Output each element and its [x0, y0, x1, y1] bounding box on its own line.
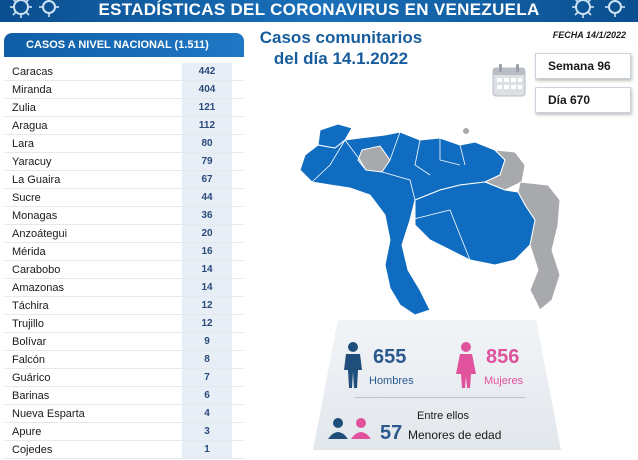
- divider: [355, 397, 525, 398]
- virus-icon: [10, 0, 32, 18]
- table-row: Amazonas 14: [4, 279, 244, 297]
- state-name: Aragua: [12, 119, 48, 132]
- case-count: 36: [182, 207, 232, 224]
- state-name: Bolívar: [12, 335, 47, 348]
- cases-table-header: CASOS A NIVEL NACIONAL (1.511): [4, 33, 244, 57]
- case-count: 404: [182, 81, 232, 98]
- case-count: 9: [182, 333, 232, 350]
- state-name: Falcón: [12, 353, 46, 366]
- state-name: Cojedes: [12, 443, 53, 456]
- table-row: Barinas 6: [4, 387, 244, 405]
- state-name: Anzoátegui: [12, 227, 68, 240]
- state-name: Yaracuy: [12, 155, 52, 168]
- week-box: Semana 96: [535, 53, 631, 79]
- case-count: 3: [182, 423, 232, 440]
- female-person-icon: [456, 342, 476, 388]
- state-name: Carabobo: [12, 263, 61, 276]
- cases-table: CASOS A NIVEL NACIONAL (1.511) Caracas 44…: [4, 33, 244, 459]
- case-count: 67: [182, 171, 232, 188]
- table-row: Guárico 7: [4, 369, 244, 387]
- case-count: 80: [182, 135, 232, 152]
- table-row: Caracas 442: [4, 63, 244, 81]
- table-row: Bolívar 9: [4, 333, 244, 351]
- case-count: 14: [182, 279, 232, 296]
- female-label: Mujeres: [484, 375, 524, 387]
- table-row: Yaracuy 79: [4, 153, 244, 171]
- state-name: Monagas: [12, 209, 58, 222]
- minors-label: Menores de edad: [408, 428, 502, 442]
- case-count: 14: [182, 261, 232, 278]
- case-count: 112: [182, 117, 232, 134]
- table-row: Nueva Esparta 4: [4, 405, 244, 423]
- virus-icon: [605, 0, 625, 17]
- case-count: 7: [182, 369, 232, 386]
- table-row: Apure 3: [4, 423, 244, 441]
- children-icon: [328, 418, 371, 439]
- page-title: ESTADÍSTICAS DEL CORONAVIRUS EN VENEZUEL…: [98, 0, 540, 19]
- state-name: Nueva Esparta: [12, 407, 85, 420]
- minors-count: 57: [380, 422, 403, 444]
- community-cases-title-line2: del día 14.1.2022: [273, 49, 409, 68]
- state-name: Táchira: [12, 299, 49, 312]
- case-count: 6: [182, 387, 232, 404]
- table-row: Sucre 44: [4, 189, 244, 207]
- male-person-icon: [344, 342, 362, 388]
- female-count: 856: [486, 346, 520, 368]
- table-row: Aragua 112: [4, 117, 244, 135]
- state-name: Barinas: [12, 389, 50, 402]
- state-name: Sucre: [12, 191, 41, 204]
- table-row: Monagas 36: [4, 207, 244, 225]
- state-name: La Guaira: [12, 173, 61, 186]
- case-count: 121: [182, 99, 232, 116]
- table-row: La Guaira 67: [4, 171, 244, 189]
- virus-icon: [39, 0, 59, 17]
- case-count: 12: [182, 315, 232, 332]
- table-row: Falcón 8: [4, 351, 244, 369]
- header-banner: ESTADÍSTICAS DEL CORONAVIRUS EN VENEZUEL…: [0, 0, 638, 22]
- virus-icon: [572, 0, 594, 18]
- state-name: Apure: [12, 425, 42, 438]
- table-row: Cojedes 1: [4, 441, 244, 459]
- case-count: 442: [182, 63, 232, 80]
- state-name: Amazonas: [12, 281, 64, 294]
- day-box: Día 670: [535, 87, 631, 113]
- case-count: 8: [182, 351, 232, 368]
- table-row: Mérida 16: [4, 243, 244, 261]
- table-row: Anzoátegui 20: [4, 225, 244, 243]
- state-name: Zulia: [12, 101, 36, 114]
- case-count: 12: [182, 297, 232, 314]
- table-row: Miranda 404: [4, 81, 244, 99]
- case-count: 20: [182, 225, 232, 242]
- case-count: 79: [182, 153, 232, 170]
- case-count: 4: [182, 405, 232, 422]
- among-them-label: Entre ellos: [417, 410, 469, 422]
- case-count: 1: [182, 441, 232, 458]
- state-name: Trujillo: [12, 317, 44, 330]
- community-cases-title: Casos comunitarios del día 14.1.2022: [252, 27, 430, 69]
- venezuela-map: [299, 123, 561, 316]
- table-row: Lara 80: [4, 135, 244, 153]
- table-row: Zulia 121: [4, 99, 244, 117]
- case-count: 16: [182, 243, 232, 260]
- community-cases-title-line1: Casos comunitarios: [259, 28, 423, 47]
- table-row: Táchira 12: [4, 297, 244, 315]
- state-name: Miranda: [12, 83, 52, 96]
- table-row: Trujillo 12: [4, 315, 244, 333]
- case-count: 44: [182, 189, 232, 206]
- state-name: Lara: [12, 137, 35, 150]
- male-label: Hombres: [369, 375, 414, 387]
- table-row: Carabobo 14: [4, 261, 244, 279]
- state-name: Caracas: [12, 65, 53, 78]
- male-count: 655: [373, 346, 407, 368]
- calendar-icon: [492, 64, 526, 97]
- date-label: FECHA 14/1/2022: [552, 30, 626, 40]
- state-name: Mérida: [12, 245, 46, 258]
- cases-table-body: Caracas 442 Miranda 404 Zulia 121 Aragua 112 Lar…: [4, 63, 244, 459]
- state-name: Guárico: [12, 371, 51, 384]
